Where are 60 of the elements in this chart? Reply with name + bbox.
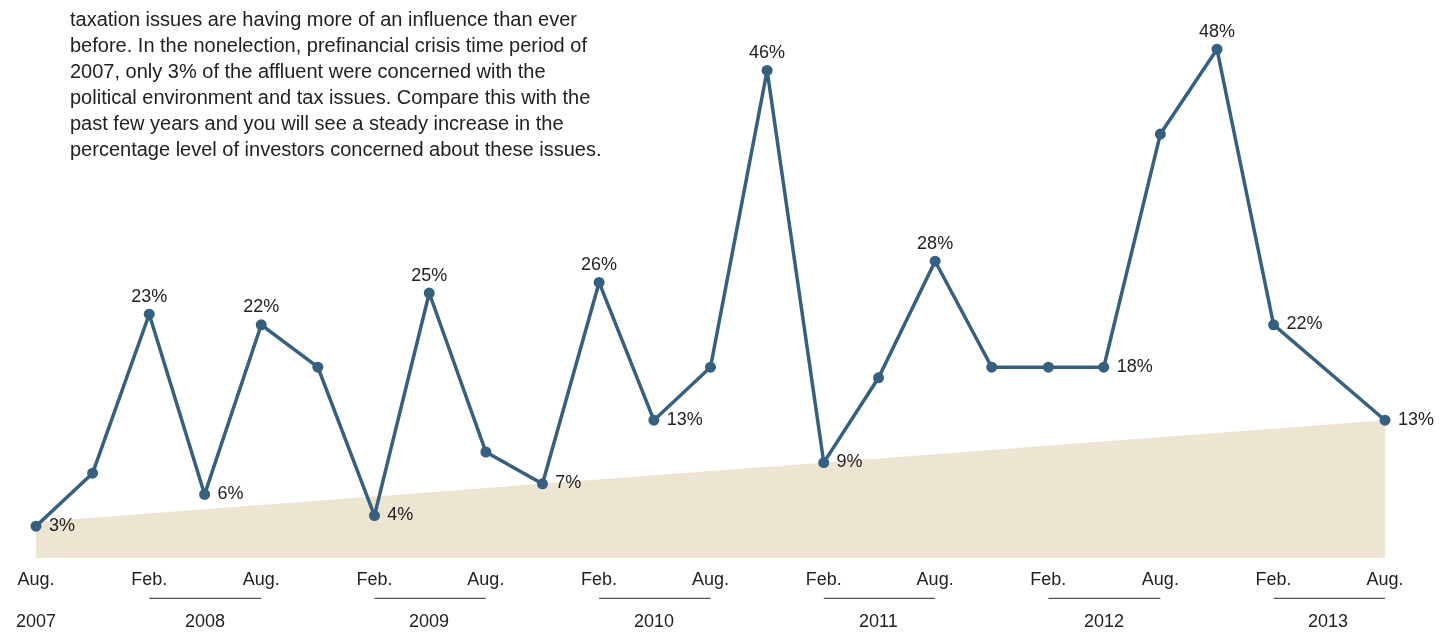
x2-tick-label: 2008 (185, 611, 226, 631)
x-tick-label: Feb. (356, 569, 393, 589)
x-tick-label: Feb. (805, 569, 842, 589)
data-label: 6% (212, 482, 249, 503)
data-label: 13% (1392, 408, 1439, 429)
point (255, 319, 267, 331)
x2-tick-label: 2009 (409, 611, 450, 631)
data-label: 46% (744, 42, 791, 63)
point (593, 276, 605, 288)
data-label: 7% (550, 472, 587, 493)
point (1042, 361, 1054, 373)
data-label: 23% (126, 285, 173, 306)
x2-tick-label: 2012 (1084, 611, 1125, 631)
point (873, 372, 885, 384)
point (705, 361, 716, 373)
x2-tick-label: 2010 (634, 611, 675, 631)
point (1379, 414, 1391, 426)
point (761, 64, 773, 76)
data-label: 13% (661, 408, 708, 429)
x-tick-label: Aug. (1141, 569, 1179, 589)
point (1268, 319, 1280, 331)
point (536, 478, 548, 490)
x-tick-label: Aug. (242, 569, 280, 589)
point (87, 467, 99, 479)
data-label: 26% (576, 254, 623, 275)
data-label: 25% (406, 264, 453, 285)
annotation: taxation issues are having more of an influence than ever before. In the nonelection, prefinancial crisis time period of 2007, only 3% of the affluent were concerned with the political environment and tax issues. Compare this with the past few years and you will see a steady increase in the percentage level of investors concerned about these issues. (70, 8, 602, 160)
point (30, 520, 42, 532)
point (929, 255, 941, 267)
data-label: 22% (1281, 313, 1328, 334)
point (1154, 128, 1166, 140)
x-tick-label: Feb. (1030, 569, 1067, 589)
point (368, 510, 380, 522)
x-tick-label: Feb. (1255, 569, 1292, 589)
point (312, 361, 324, 373)
data-label: 22% (238, 296, 285, 317)
point (818, 457, 830, 469)
data-label: 9% (831, 451, 868, 472)
point (423, 287, 435, 299)
data-label: 28% (912, 232, 959, 253)
data-label: 48% (1193, 20, 1241, 41)
x2-tick-label: 2013 (1308, 611, 1349, 631)
x-tick-label: Aug. (1366, 569, 1404, 589)
data-label: 4% (382, 504, 419, 525)
point (986, 361, 998, 373)
point (1211, 43, 1223, 55)
x-tick-label: Aug. (17, 569, 55, 589)
x-tick-label: Aug. (916, 569, 954, 589)
data-label: 3% (43, 514, 80, 535)
x2-tick-label: 2007 (16, 611, 57, 631)
point (1098, 361, 1110, 373)
point (480, 446, 492, 458)
point (143, 308, 155, 320)
point (648, 414, 660, 426)
x2-tick-label: 2011 (859, 611, 898, 631)
x-tick-label: Aug. (467, 569, 505, 589)
data-label: 18% (1111, 355, 1158, 376)
x-tick-label: Feb. (131, 569, 168, 589)
x-tick-label: Aug. (691, 569, 730, 589)
x-tick-label: Feb. (581, 569, 618, 589)
